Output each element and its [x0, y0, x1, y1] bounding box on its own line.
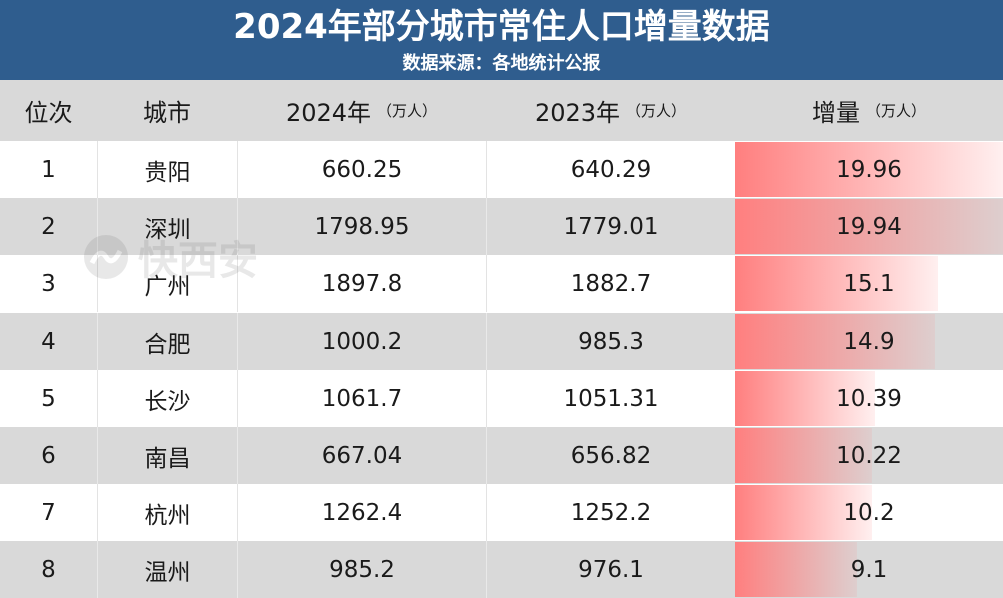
header-increase-unit: （万人） — [865, 102, 926, 120]
table-row: 7 杭州 1262.4 1252.2 10.2 — [0, 484, 1003, 541]
header-city-label: 城市 — [143, 99, 191, 127]
increase-bar — [735, 256, 938, 311]
population-2024-cell: 660.25 — [237, 141, 486, 198]
table-header: 位次 城市 2024年 （万人） 2023年 （万人） 增量 （万人） — [0, 80, 1003, 141]
table-row: 1 贵阳 660.25 640.29 19.96 — [0, 141, 1003, 198]
population-2024-cell: 1897.8 — [237, 255, 486, 312]
increase-cell: 19.94 — [836, 213, 902, 240]
population-2024-cell: 1262.4 — [237, 484, 486, 541]
population-2024-cell: 1000.2 — [237, 313, 486, 370]
header-2023: 2023年 （万人） — [486, 80, 735, 141]
rank-cell: 5 — [41, 385, 56, 412]
header-rank-label: 位次 — [24, 99, 73, 127]
population-2023-cell: 976.1 — [486, 541, 735, 598]
population-2023-cell: 1779.01 — [486, 198, 735, 255]
header-2023-label: 2023年 — [534, 99, 621, 127]
increase-cell: 19.96 — [836, 156, 902, 183]
increase-bar — [735, 314, 935, 369]
page-title: 2024年部分城市常住人口增量数据 — [233, 7, 770, 47]
header-rank: 位次 — [0, 80, 97, 141]
population-2024-cell: 1798.95 — [237, 198, 486, 255]
rank-cell: 2 — [41, 213, 56, 240]
table-row: 3 广州 1897.8 1882.7 15.1 — [0, 255, 1003, 312]
population-2023-cell: 985.3 — [486, 313, 735, 370]
increase-cell: 10.22 — [836, 442, 902, 469]
watermark-logo-icon — [84, 235, 128, 279]
rank-cell: 6 — [41, 442, 56, 469]
population-2024-cell: 1061.7 — [237, 370, 486, 427]
city-cell: 贵阳 — [97, 141, 237, 198]
city-cell: 深圳 — [97, 198, 237, 255]
population-2023-cell: 1252.2 — [486, 484, 735, 541]
table-row: 8 温州 985.2 976.1 9.1 — [0, 541, 1003, 598]
table-row: 6 南昌 667.04 656.82 10.22 — [0, 427, 1003, 484]
table-row: 5 长沙 1061.7 1051.31 10.39 — [0, 370, 1003, 427]
rank-cell: 7 — [41, 499, 56, 526]
population-2024-cell: 985.2 — [237, 541, 486, 598]
population-2023-cell: 656.82 — [486, 427, 735, 484]
header-2024-label: 2024年 — [285, 99, 372, 127]
increase-cell: 10.39 — [836, 385, 902, 412]
table-row: 4 合肥 1000.2 985.3 14.9 — [0, 313, 1003, 370]
population-2024-cell: 667.04 — [237, 427, 486, 484]
increase-cell: 9.1 — [850, 556, 888, 583]
city-cell: 杭州 — [97, 484, 237, 541]
title-banner: 2024年部分城市常住人口增量数据 数据来源：各地统计公报 — [0, 0, 1003, 80]
rank-cell: 8 — [41, 556, 56, 583]
city-cell: 南昌 — [97, 427, 237, 484]
population-2023-cell: 1051.31 — [486, 370, 735, 427]
header-2024-unit: （万人） — [377, 102, 438, 120]
population-2023-cell: 640.29 — [486, 141, 735, 198]
city-cell: 温州 — [97, 541, 237, 598]
increase-bar — [735, 485, 872, 540]
increase-bar — [735, 371, 875, 426]
rank-cell: 1 — [41, 156, 56, 183]
header-city: 城市 — [97, 80, 237, 141]
header-increase: 增量 （万人） — [735, 80, 1003, 141]
header-increase-label: 增量 — [811, 99, 860, 127]
increase-bar — [735, 428, 872, 483]
city-cell: 合肥 — [97, 313, 237, 370]
increase-cell: 10.2 — [843, 499, 895, 526]
table-row: 2 深圳 1798.95 1779.01 19.94 — [0, 198, 1003, 255]
rank-cell: 4 — [41, 328, 56, 355]
data-source-note: 数据来源：各地统计公报 — [402, 53, 601, 74]
increase-cell: 14.9 — [843, 328, 895, 355]
city-cell: 广州 — [97, 255, 237, 312]
population-2023-cell: 1882.7 — [486, 255, 735, 312]
header-2024: 2024年 （万人） — [237, 80, 486, 141]
increase-bar — [735, 199, 1003, 254]
rank-cell: 3 — [41, 270, 56, 297]
city-cell: 长沙 — [97, 370, 237, 427]
header-2023-unit: （万人） — [626, 102, 687, 120]
watermark-text: 快西安 — [138, 238, 258, 284]
watermark: 快西安 — [82, 228, 258, 286]
increase-cell: 15.1 — [843, 270, 895, 297]
increase-bar — [735, 142, 1003, 197]
